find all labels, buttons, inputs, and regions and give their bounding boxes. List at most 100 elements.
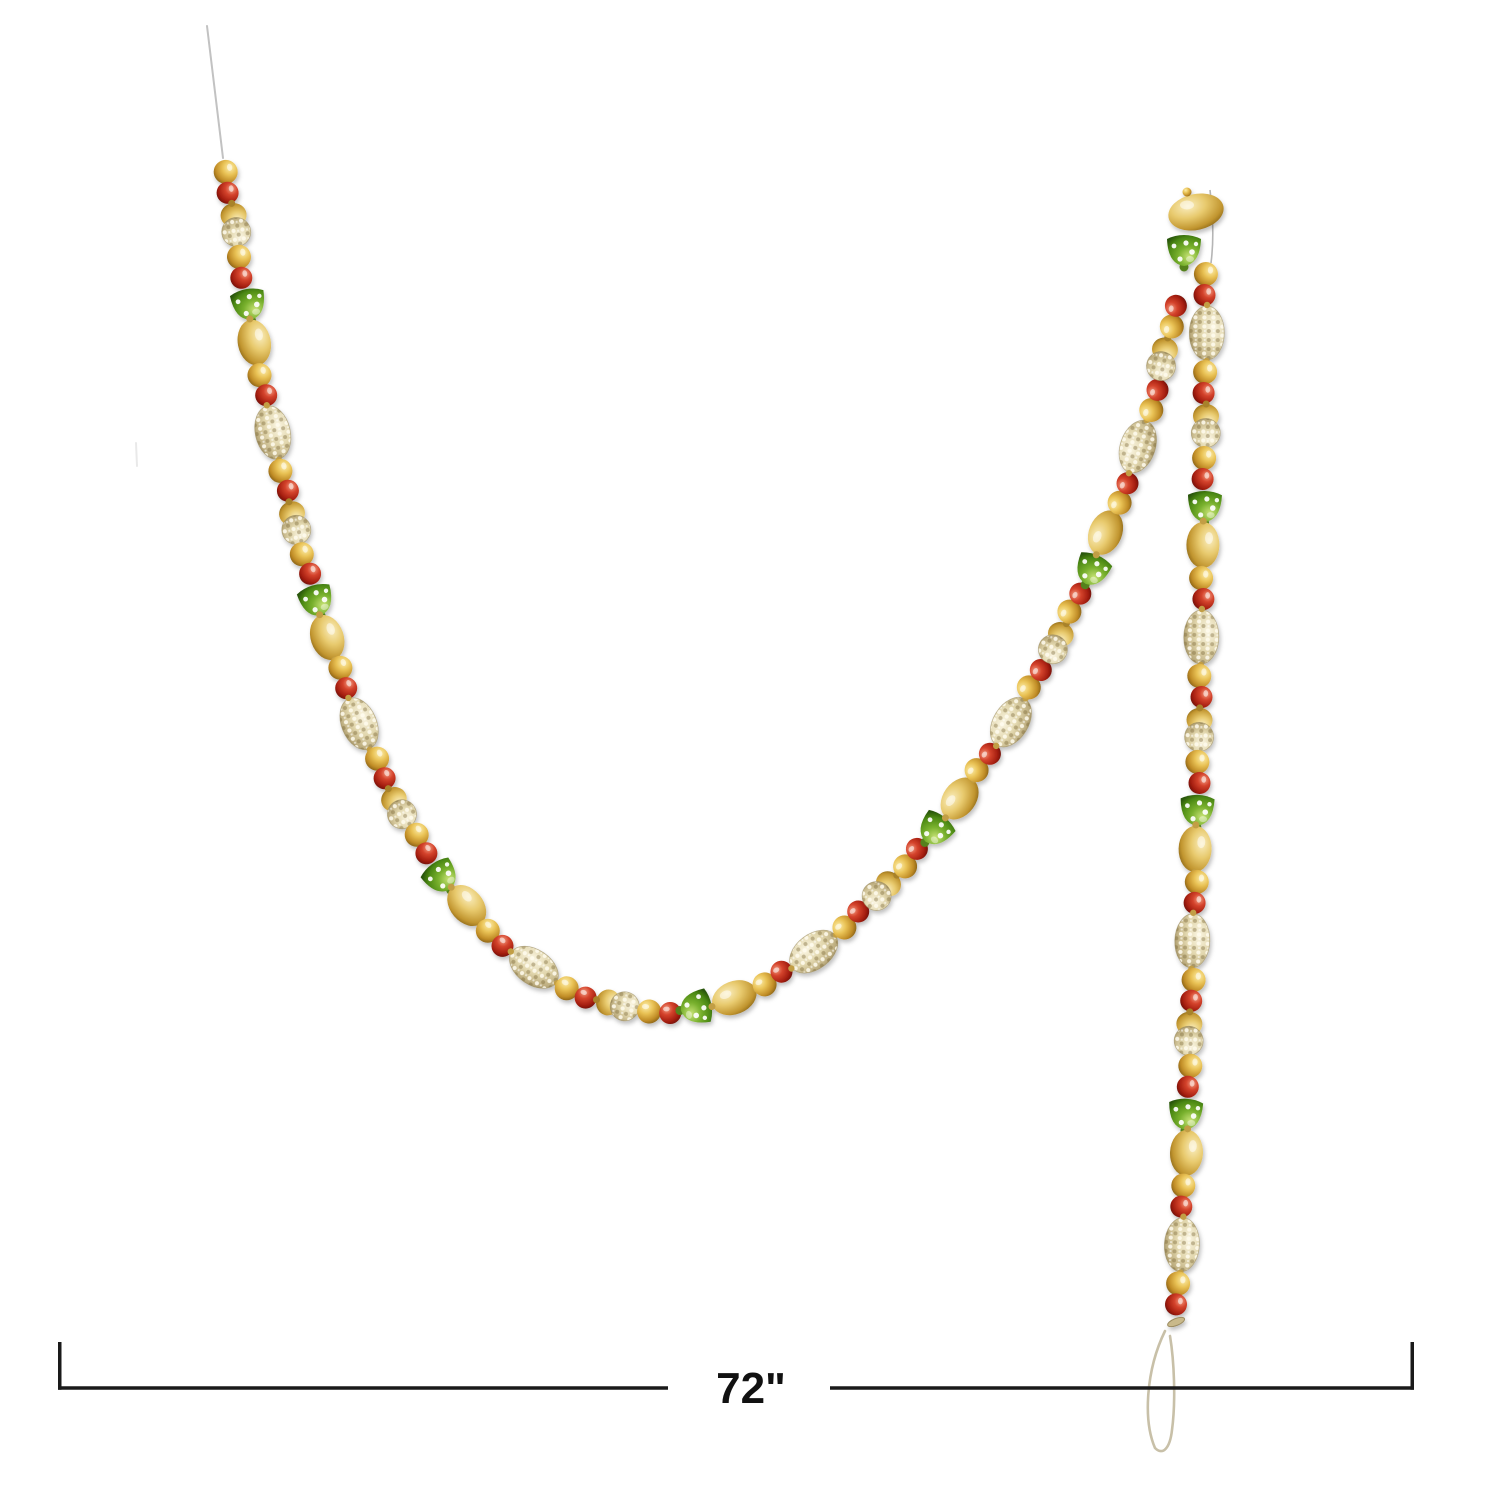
bead-gold-round	[1178, 1053, 1203, 1078]
bead-gold-round	[1193, 262, 1218, 286]
bead-gold-round	[227, 244, 251, 269]
bead-acorn	[592, 989, 640, 1022]
bead-green-dot	[920, 809, 956, 847]
bead-gold-oval	[1186, 517, 1220, 573]
dimension-tick-right	[1410, 1342, 1414, 1390]
bead-red-round	[1116, 472, 1139, 495]
dimension-tick-left	[58, 1342, 62, 1390]
bead-red-round	[1192, 588, 1215, 610]
bead-red-round	[1191, 468, 1214, 490]
bead-red-round	[770, 960, 793, 983]
bead-gold-oval	[1087, 506, 1124, 559]
bead-red-round	[1193, 284, 1216, 306]
bead-gold-round	[1193, 360, 1218, 384]
bead-gold-round	[1181, 967, 1206, 992]
bead-gold-round	[1187, 663, 1212, 688]
bead-gold-round	[893, 854, 918, 879]
bead-gold-round	[752, 972, 777, 997]
bead-pinecone	[339, 694, 379, 753]
bead-gold-round	[365, 746, 390, 771]
garland-apex-bead	[1167, 187, 1224, 272]
bead-red-round	[1180, 989, 1203, 1012]
bead-red-round	[1183, 891, 1206, 914]
bead-gold-round	[1016, 675, 1041, 700]
bead-gold-round	[1192, 446, 1217, 470]
hanging-string-top	[206, 25, 224, 159]
bead-green-dot	[1167, 235, 1201, 272]
string-loop-bottom	[1146, 1329, 1176, 1453]
bead-acorn	[1184, 704, 1215, 752]
bead-red-round	[276, 479, 299, 502]
bead-gold-round	[1139, 398, 1164, 422]
bead-red-round	[1190, 686, 1213, 708]
bead-pinecone	[1188, 301, 1225, 365]
bead-gold-round	[1171, 1173, 1196, 1198]
dimension-line-left	[58, 1386, 668, 1390]
bead-acorn	[381, 785, 417, 830]
bead-red-round	[299, 562, 322, 585]
bead-red-round	[255, 384, 278, 407]
bead-green-dot	[229, 288, 264, 326]
bead-gold-oval	[309, 611, 345, 664]
bead-gold-round	[637, 999, 662, 1024]
bead-red-round	[1176, 1075, 1199, 1098]
bead-acorn	[1037, 620, 1074, 665]
bead-acorn	[1146, 334, 1178, 381]
bead-gold-round	[289, 542, 314, 567]
strings-layer	[135, 25, 1214, 1453]
bead-acorn	[279, 498, 312, 545]
bead-acorn	[220, 199, 252, 247]
bead-gold-oval	[1169, 1125, 1204, 1181]
bead-gold-round	[328, 655, 353, 680]
dimension-label: 72"	[716, 1364, 786, 1413]
bead-gold-round	[554, 976, 579, 1001]
bead-pinecone	[507, 945, 561, 989]
faint-photo-smudge	[135, 442, 138, 467]
bead-gold-round	[1057, 599, 1082, 624]
bead-red-round	[1170, 1195, 1193, 1218]
bead-gold-round	[964, 758, 989, 783]
bead-red-round	[659, 1002, 682, 1024]
bead-pinecone	[1163, 1213, 1200, 1276]
bead-gold-round	[475, 918, 500, 943]
dimension-line-right	[830, 1386, 1414, 1390]
bead-red-round	[415, 842, 438, 865]
bead-gold-oval	[708, 980, 761, 1016]
garland-vertical-strand	[1163, 262, 1225, 1328]
bead-gold-round	[1184, 869, 1209, 894]
bead-acorn	[1190, 400, 1221, 448]
bead-gold-round	[1107, 490, 1132, 515]
bead-acorn	[1173, 1008, 1204, 1056]
bead-pinecone	[1118, 416, 1157, 477]
bead-gold-round	[1166, 1271, 1191, 1296]
bead-gold-round	[404, 822, 429, 847]
bead-pinecone	[254, 402, 292, 464]
bead-red-round	[1164, 294, 1187, 317]
bead-red-round	[1146, 378, 1169, 401]
bead-gold-round	[247, 363, 272, 388]
bead-green-dot	[675, 988, 713, 1023]
bead-pinecone	[989, 695, 1032, 750]
bead-gold-round	[213, 159, 238, 184]
bead-red-round	[1029, 659, 1052, 681]
bead-gold-round	[1185, 749, 1210, 774]
bead-red-round	[1165, 1293, 1187, 1316]
bead-red-round	[1188, 772, 1211, 794]
bead-gold-round	[268, 458, 293, 483]
bead-red-round	[574, 986, 597, 1009]
bead-gold-oval	[237, 315, 272, 370]
bead-gold-round	[832, 915, 857, 940]
bead-pinecone	[1174, 909, 1211, 972]
bead-red-round	[230, 266, 253, 289]
bead-green-dot	[1077, 552, 1113, 590]
bead-disc	[1167, 1316, 1186, 1328]
bead-pinecone	[788, 929, 840, 974]
bead-gold-round	[1189, 566, 1214, 590]
apex-gold-oval-bead	[1168, 193, 1224, 231]
bead-gold-round	[1159, 314, 1184, 339]
bead-red-round	[373, 767, 396, 790]
bead-red-round	[335, 677, 358, 700]
bead-red-round	[1192, 382, 1215, 404]
